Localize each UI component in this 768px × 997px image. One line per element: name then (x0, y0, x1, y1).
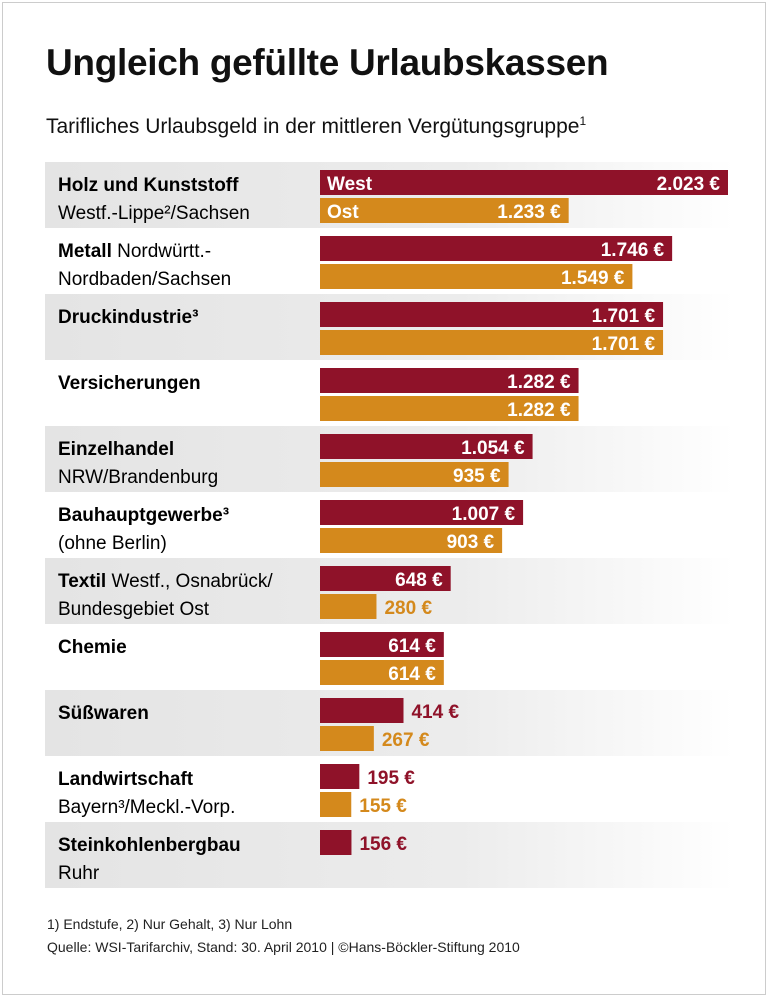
series-label-west: West (327, 174, 373, 195)
value-label: 267 € (382, 730, 430, 751)
value-label: 903 € (447, 532, 495, 553)
chart-title: Ungleich gefüllte Urlaubskassen (46, 42, 609, 83)
category-region: Bayern³/Meckl.-Vorp. (58, 797, 235, 818)
bar-ost (320, 198, 569, 223)
value-label: 1.282 € (507, 400, 571, 421)
bar-west (320, 698, 404, 723)
value-label: 614 € (388, 664, 436, 685)
bar-west (320, 170, 728, 195)
value-label: 1.746 € (601, 240, 665, 261)
bar-ost (320, 396, 579, 421)
value-label: 1.007 € (452, 504, 516, 525)
value-label: 156 € (359, 834, 407, 855)
category-label: Holz und Kunststoff (58, 175, 239, 196)
value-label: 1.701 € (592, 306, 656, 327)
category-region: (ohne Berlin) (58, 533, 167, 554)
subtitle-text: Tarifliches Urlaubsgeld in der mittleren… (46, 115, 580, 138)
subtitle-footnote: 1 (579, 114, 587, 128)
bar-west (320, 434, 533, 459)
bar-west (320, 566, 451, 591)
category-label: Einzelhandel (58, 439, 174, 460)
bar-west (320, 236, 673, 261)
bar-ost (320, 330, 664, 355)
value-label: 2.023 € (657, 174, 721, 195)
value-label: 648 € (395, 570, 443, 591)
value-label: 195 € (367, 768, 415, 789)
category-region: NRW/Brandenburg (58, 467, 218, 488)
value-label: 1.701 € (592, 334, 656, 355)
category-label: Versicherungen (58, 373, 201, 394)
bar-west (320, 500, 524, 525)
value-label: 614 € (388, 636, 436, 657)
value-label: 935 € (453, 466, 501, 487)
category-label: Steinkohlenbergbau (58, 835, 241, 856)
value-label: 1.549 € (561, 268, 625, 289)
bar-ost (320, 726, 374, 751)
category-label: Landwirtschaft (58, 769, 194, 790)
bar-ost (320, 462, 509, 487)
bar-west (320, 368, 579, 393)
bar-west (320, 830, 352, 855)
category-region: Bundesgebiet Ost (58, 599, 210, 620)
series-label-ost: Ost (327, 202, 359, 223)
category-region: Westf.-Lippe²/Sachsen (58, 203, 250, 224)
category-label: Chemie (58, 637, 127, 658)
value-label: 280 € (384, 598, 432, 619)
category-label: Metall Nordwürtt.- (58, 241, 211, 262)
bar-ost (320, 792, 352, 817)
category-region: Ruhr (58, 863, 100, 884)
value-label: 155 € (359, 796, 407, 817)
value-label: 1.233 € (497, 202, 561, 223)
bar-ost (320, 264, 633, 289)
chart-subtitle: Tarifliches Urlaubsgeld in der mittleren… (46, 114, 586, 139)
bar-ost (320, 660, 444, 685)
bar-west (320, 764, 360, 789)
value-label: 414 € (411, 702, 459, 723)
source: Quelle: WSI-Tarifarchiv, Stand: 30. Apri… (47, 939, 520, 955)
value-label: 1.054 € (461, 438, 525, 459)
category-label: Bauhauptgewerbe³ (58, 505, 229, 526)
bar-ost (320, 594, 377, 619)
footnotes: 1) Endstufe, 2) Nur Gehalt, 3) Nur Lohn (47, 916, 293, 932)
row-band (45, 822, 735, 888)
value-label: 1.282 € (507, 372, 571, 393)
bar-west (320, 632, 444, 657)
category-label: Druckindustrie³ (58, 307, 198, 328)
category-label: Textil Westf., Osnabrück/ (58, 571, 273, 592)
bar-ost (320, 528, 503, 553)
category-label: Süßwaren (58, 703, 149, 724)
bar-west (320, 302, 664, 327)
category-region: Nordbaden/Sachsen (58, 269, 231, 290)
